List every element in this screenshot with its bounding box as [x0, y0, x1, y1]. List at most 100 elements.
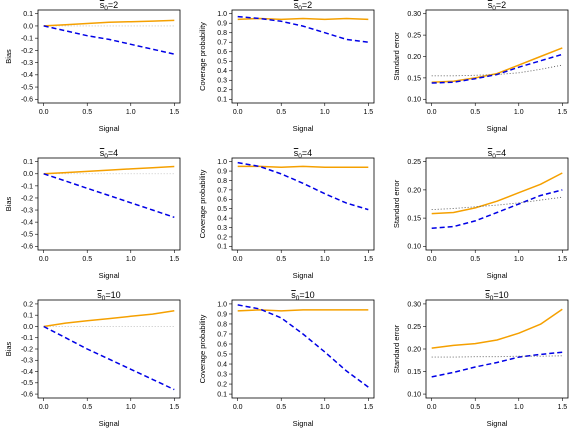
series-line-orange: [237, 309, 369, 312]
x-tick-label: 1.0: [320, 256, 330, 263]
y-tick-label: -0.4: [21, 72, 33, 79]
x-tick-label: 1.5: [363, 256, 373, 263]
y-axis-label: Bias: [4, 196, 13, 211]
chart-panel-2: 0.1 0.2 0.3 0.4 0.5 0.6 0.7 0.8 0.9 1.0 0.0 0.5 1.0 1…: [198, 0, 375, 133]
y-tick-label: 0.7: [217, 331, 227, 338]
x-tick-label: 1.5: [557, 109, 567, 116]
title-symbol: s: [291, 290, 296, 300]
title-value: =2: [302, 0, 312, 10]
y-tick-label: -0.3: [21, 358, 33, 365]
chart-panel-4: -0.6 -0.5 -0.4 -0.3 -0.2 -0.1 0.0 0.1 0.0 0.5 1.0 1…: [4, 148, 181, 280]
y-tick-label: 0.3: [217, 78, 227, 85]
y-tick-label: 0.15: [407, 75, 421, 82]
y-tick-label: 0.1: [23, 313, 33, 320]
panel-title: s0=2: [100, 0, 118, 12]
series-line-ref: [431, 196, 563, 211]
series-line-blue: [43, 173, 175, 219]
y-tick-label: -0.1: [21, 183, 33, 190]
y-tick-label: 1.0: [217, 159, 227, 166]
y-tick-label: 0.6: [217, 49, 227, 56]
y-tick-label: 0.3: [217, 371, 227, 378]
y-tick-label: 0.4: [217, 361, 227, 368]
x-axis-label: Signal: [487, 419, 508, 428]
y-tick-label: 0.8: [217, 178, 227, 185]
y-axis-label: Coverage probability: [198, 314, 207, 383]
plot-frame: [37, 9, 181, 104]
y-tick-label: -0.3: [21, 60, 33, 67]
title-subscript: 0: [490, 295, 494, 302]
x-tick-label: 1.0: [514, 256, 524, 263]
series-line-ref: [431, 355, 563, 358]
series-line-orange: [43, 19, 175, 27]
x-axis-label: Signal: [487, 271, 508, 280]
y-tick-label: 0.1: [217, 391, 227, 398]
series-line-blue: [237, 15, 369, 43]
y-axis-label: Standard error: [392, 32, 401, 81]
y-tick-label: 0.15: [407, 216, 421, 223]
x-tick-label: 0.0: [427, 404, 437, 411]
y-tick-label: 0.9: [217, 168, 227, 175]
y-tick-label: 0.7: [217, 187, 227, 194]
chart-panel-3: 0.10 0.15 0.20 0.25 0.30 0.0 0.5 1.0 1.5 Signal St…: [392, 0, 569, 133]
y-tick-label: 0.20: [407, 346, 421, 353]
x-axis-label: Signal: [487, 124, 508, 133]
title-value: =10: [493, 290, 508, 300]
series-line-orange: [237, 17, 369, 21]
y-tick-label: 0.0: [23, 23, 33, 30]
x-tick-label: 0.0: [39, 404, 49, 411]
title-symbol: s: [485, 290, 490, 300]
y-tick-label: -0.4: [21, 220, 33, 227]
title-value: =10: [299, 290, 314, 300]
x-tick-label: 0.5: [82, 109, 92, 116]
chart-panel-9: 0.10 0.15 0.20 0.25 0.30 0.0 0.5 1.0 1.5 Signal St…: [392, 290, 569, 428]
y-tick-label: 0.0: [23, 324, 33, 331]
x-tick-label: 0.0: [427, 109, 437, 116]
x-tick-label: 0.0: [233, 109, 243, 116]
series-line-blue: [237, 161, 369, 211]
x-tick-label: 1.5: [363, 109, 373, 116]
series-line-orange: [237, 165, 369, 169]
x-tick-label: 0.5: [470, 109, 480, 116]
y-tick-label: -0.4: [21, 369, 33, 376]
y-tick-label: 0.10: [407, 97, 421, 104]
panel-title: s0=10: [291, 290, 314, 302]
y-tick-label: 0.6: [217, 341, 227, 348]
title-subscript: 0: [492, 5, 496, 12]
title-subscript: 0: [492, 153, 496, 160]
x-tick-label: 1.0: [126, 109, 136, 116]
y-tick-label: 0.20: [407, 54, 421, 61]
x-tick-label: 1.5: [169, 109, 179, 116]
y-tick-label: 0.0: [23, 171, 33, 178]
series-line-blue: [237, 304, 369, 388]
x-tick-label: 1.0: [126, 256, 136, 263]
plot-frame: [37, 299, 181, 399]
y-tick-label: -0.6: [21, 391, 33, 398]
x-axis-label: Signal: [99, 419, 120, 428]
y-tick-label: 0.9: [217, 311, 227, 318]
x-tick-label: 0.5: [276, 404, 286, 411]
x-tick-label: 0.5: [82, 404, 92, 411]
series-line-blue: [431, 351, 563, 378]
y-tick-label: 0.6: [217, 197, 227, 204]
y-tick-label: 0.2: [217, 234, 227, 241]
panel-title: s0=10: [485, 290, 508, 302]
x-tick-label: 1.0: [514, 404, 524, 411]
panel-title: s0=2: [488, 0, 506, 12]
x-tick-label: 1.0: [320, 404, 330, 411]
y-tick-label: 0.1: [217, 97, 227, 104]
y-tick-label: 0.25: [407, 324, 421, 331]
title-subscript: 0: [102, 295, 106, 302]
y-tick-label: 0.15: [407, 369, 421, 376]
y-axis-label: Standard error: [392, 179, 401, 228]
title-value: =2: [496, 0, 506, 10]
y-tick-label: -0.6: [21, 97, 33, 104]
x-tick-label: 0.0: [427, 256, 437, 263]
y-tick-label: -0.1: [21, 36, 33, 43]
series-line-orange: [43, 309, 175, 328]
x-tick-label: 0.5: [276, 109, 286, 116]
title-value: =10: [105, 290, 120, 300]
series-line-ref: [431, 64, 563, 77]
series-line-orange: [431, 172, 563, 215]
y-tick-label: 0.5: [217, 351, 227, 358]
chart-panel-5: 0.1 0.2 0.3 0.4 0.5 0.6 0.7 0.8 0.9 1.0 0.0 0.5 1.0 1…: [198, 148, 375, 280]
